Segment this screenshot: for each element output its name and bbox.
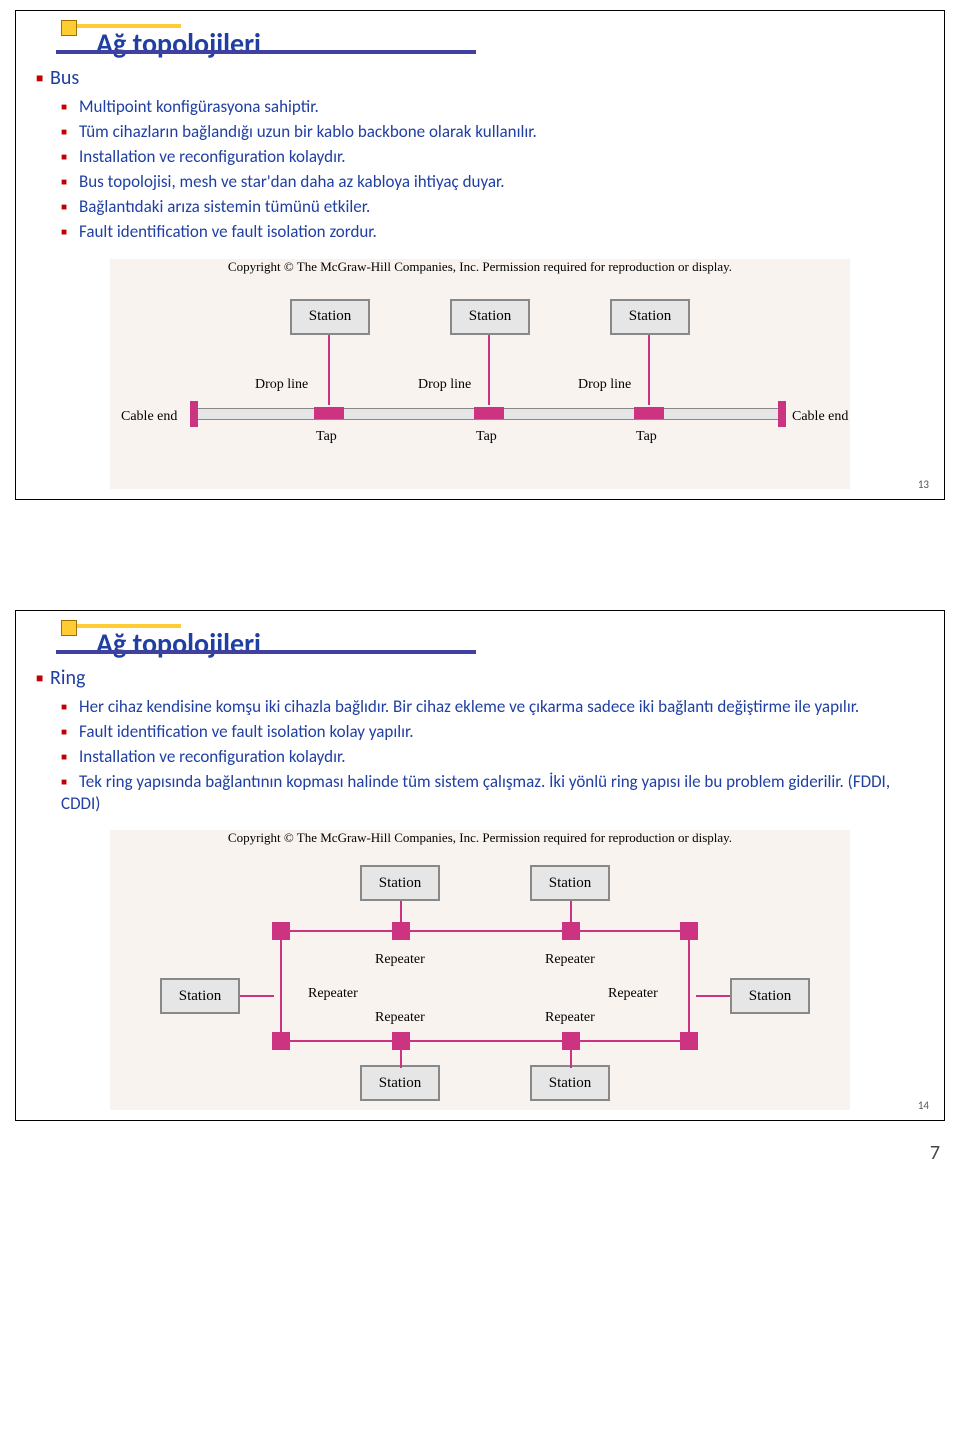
tap-label: Tap: [316, 429, 337, 445]
repeater-node: [680, 922, 698, 940]
bus-diagram: Copyright © The McGraw-Hill Companies, I…: [110, 259, 850, 489]
drop-line-label: Drop line: [578, 377, 631, 393]
tap: [634, 407, 664, 419]
drop-line: [328, 335, 330, 405]
repeater-label: Repeater: [375, 952, 425, 968]
bullet-item: Fault identification ve fault isolation …: [61, 221, 924, 243]
slide-number: 13: [918, 478, 929, 491]
repeater-label: Repeater: [545, 1010, 595, 1026]
connector: [400, 901, 402, 923]
ring-bottom: [280, 1040, 690, 1042]
bullet-list: Multipoint konfigürasyona sahiptir. Tüm …: [61, 96, 924, 244]
slide-bus: Ağ topolojileri ■Bus Multipoint konfigür…: [15, 10, 945, 500]
ring-right: [688, 930, 690, 1042]
station-box: Station: [530, 865, 610, 901]
ring-left: [280, 930, 282, 1042]
bullet-item: Bus topolojisi, mesh ve star'dan daha az…: [61, 171, 924, 193]
station-box: Station: [360, 865, 440, 901]
station-box: Station: [290, 299, 370, 335]
title-decoration: Ağ topolojileri: [56, 26, 924, 61]
cable-end-label: Cable end: [121, 409, 177, 425]
tap: [474, 407, 504, 419]
drop-line: [488, 335, 490, 405]
section-heading: ■Ring: [36, 666, 924, 690]
repeater-label: Repeater: [545, 952, 595, 968]
station-box: Station: [450, 299, 530, 335]
bullet-item: Multipoint konfigürasyona sahiptir.: [61, 96, 924, 118]
slide-title: Ağ topolojileri: [56, 26, 924, 61]
bullet-item: Installation ve reconfiguration kolaydır…: [61, 146, 924, 168]
drop-line: [648, 335, 650, 405]
slide-title: Ağ topolojileri: [56, 626, 924, 661]
connector: [570, 1048, 572, 1068]
bullet-item: Installation ve reconfiguration kolaydır…: [61, 746, 924, 768]
title-decoration: Ağ topolojileri: [56, 626, 924, 661]
diagram-caption: Copyright © The McGraw-Hill Companies, I…: [110, 830, 850, 856]
station-box: Station: [160, 978, 240, 1014]
repeater-node: [392, 922, 410, 940]
section-heading: ■Bus: [36, 66, 924, 90]
repeater-node: [562, 922, 580, 940]
drop-line-label: Drop line: [418, 377, 471, 393]
cable-end-right: [778, 401, 786, 427]
station-box: Station: [530, 1065, 610, 1101]
tap: [314, 407, 344, 419]
connector: [570, 901, 572, 923]
repeater-label: Repeater: [608, 986, 658, 1002]
bullet-list: Her cihaz kendisine komşu iki cihazla ba…: [61, 696, 924, 815]
repeater-label: Repeater: [375, 1010, 425, 1026]
bullet-item: Tüm cihazların bağlandığı uzun bir kablo…: [61, 121, 924, 143]
ring-top: [280, 930, 690, 932]
cable-end-left: [190, 401, 198, 427]
repeater-node: [680, 1032, 698, 1050]
connector: [696, 995, 730, 997]
connector: [400, 1048, 402, 1068]
station-box: Station: [360, 1065, 440, 1101]
slide-ring: Ağ topolojileri ■Ring Her cihaz kendisin…: [15, 610, 945, 1121]
diagram-caption: Copyright © The McGraw-Hill Companies, I…: [110, 259, 850, 285]
repeater-label: Repeater: [308, 986, 358, 1002]
bullet-item: Fault identification ve fault isolation …: [61, 721, 924, 743]
repeater-node: [272, 1032, 290, 1050]
bullet-item: Her cihaz kendisine komşu iki cihazla ba…: [61, 696, 924, 718]
tap-label: Tap: [476, 429, 497, 445]
slide-number: 14: [918, 1099, 929, 1112]
repeater-node: [272, 922, 290, 940]
station-box: Station: [730, 978, 810, 1014]
cable-end-label: Cable end: [792, 409, 848, 425]
drop-line-label: Drop line: [255, 377, 308, 393]
station-box: Station: [610, 299, 690, 335]
tap-label: Tap: [636, 429, 657, 445]
connector: [240, 995, 274, 997]
bullet-item: Tek ring yapısında bağlantının kopması h…: [61, 771, 924, 815]
ring-diagram: Copyright © The McGraw-Hill Companies, I…: [110, 830, 850, 1110]
page-number: 7: [0, 1141, 940, 1165]
bullet-item: Bağlantıdaki arıza sistemin tümünü etkil…: [61, 196, 924, 218]
